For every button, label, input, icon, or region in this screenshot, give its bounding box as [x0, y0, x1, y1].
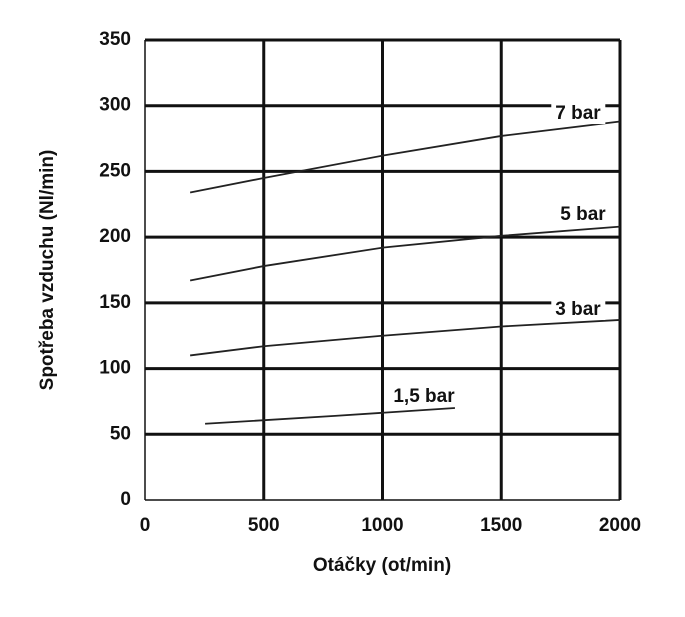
y-tick-label: 350	[99, 29, 131, 50]
series-label: 7 bar	[555, 103, 601, 124]
y-tick-label: 100	[99, 358, 131, 379]
series-label: 5 bar	[560, 204, 606, 225]
y-tick-label: 150	[99, 292, 131, 313]
series-line	[205, 407, 455, 425]
x-axis-label: Otáčky (ot/min)	[313, 555, 451, 576]
y-tick-label: 300	[99, 95, 131, 116]
series-line	[189, 225, 621, 282]
series-label: 3 bar	[555, 299, 601, 320]
x-tick-label: 1500	[480, 515, 522, 536]
x-tick-label: 1000	[361, 515, 403, 536]
y-tick-label: 0	[120, 489, 131, 510]
y-tick-label: 250	[99, 160, 131, 181]
series-line	[189, 120, 621, 194]
label-background	[556, 204, 611, 226]
label-background	[551, 299, 606, 321]
label-background	[551, 103, 606, 125]
y-tick-label: 50	[110, 423, 131, 444]
y-tick-label: 200	[99, 226, 131, 247]
label-background	[389, 386, 460, 408]
x-tick-label: 500	[248, 515, 280, 536]
x-tick-label: 0	[140, 515, 151, 536]
y-axis-label: Spotřeba vzduchu (Nl/min)	[37, 150, 58, 391]
series-line	[190, 319, 621, 357]
series-label: 1,5 bar	[393, 386, 455, 407]
x-tick-label: 2000	[599, 515, 641, 536]
